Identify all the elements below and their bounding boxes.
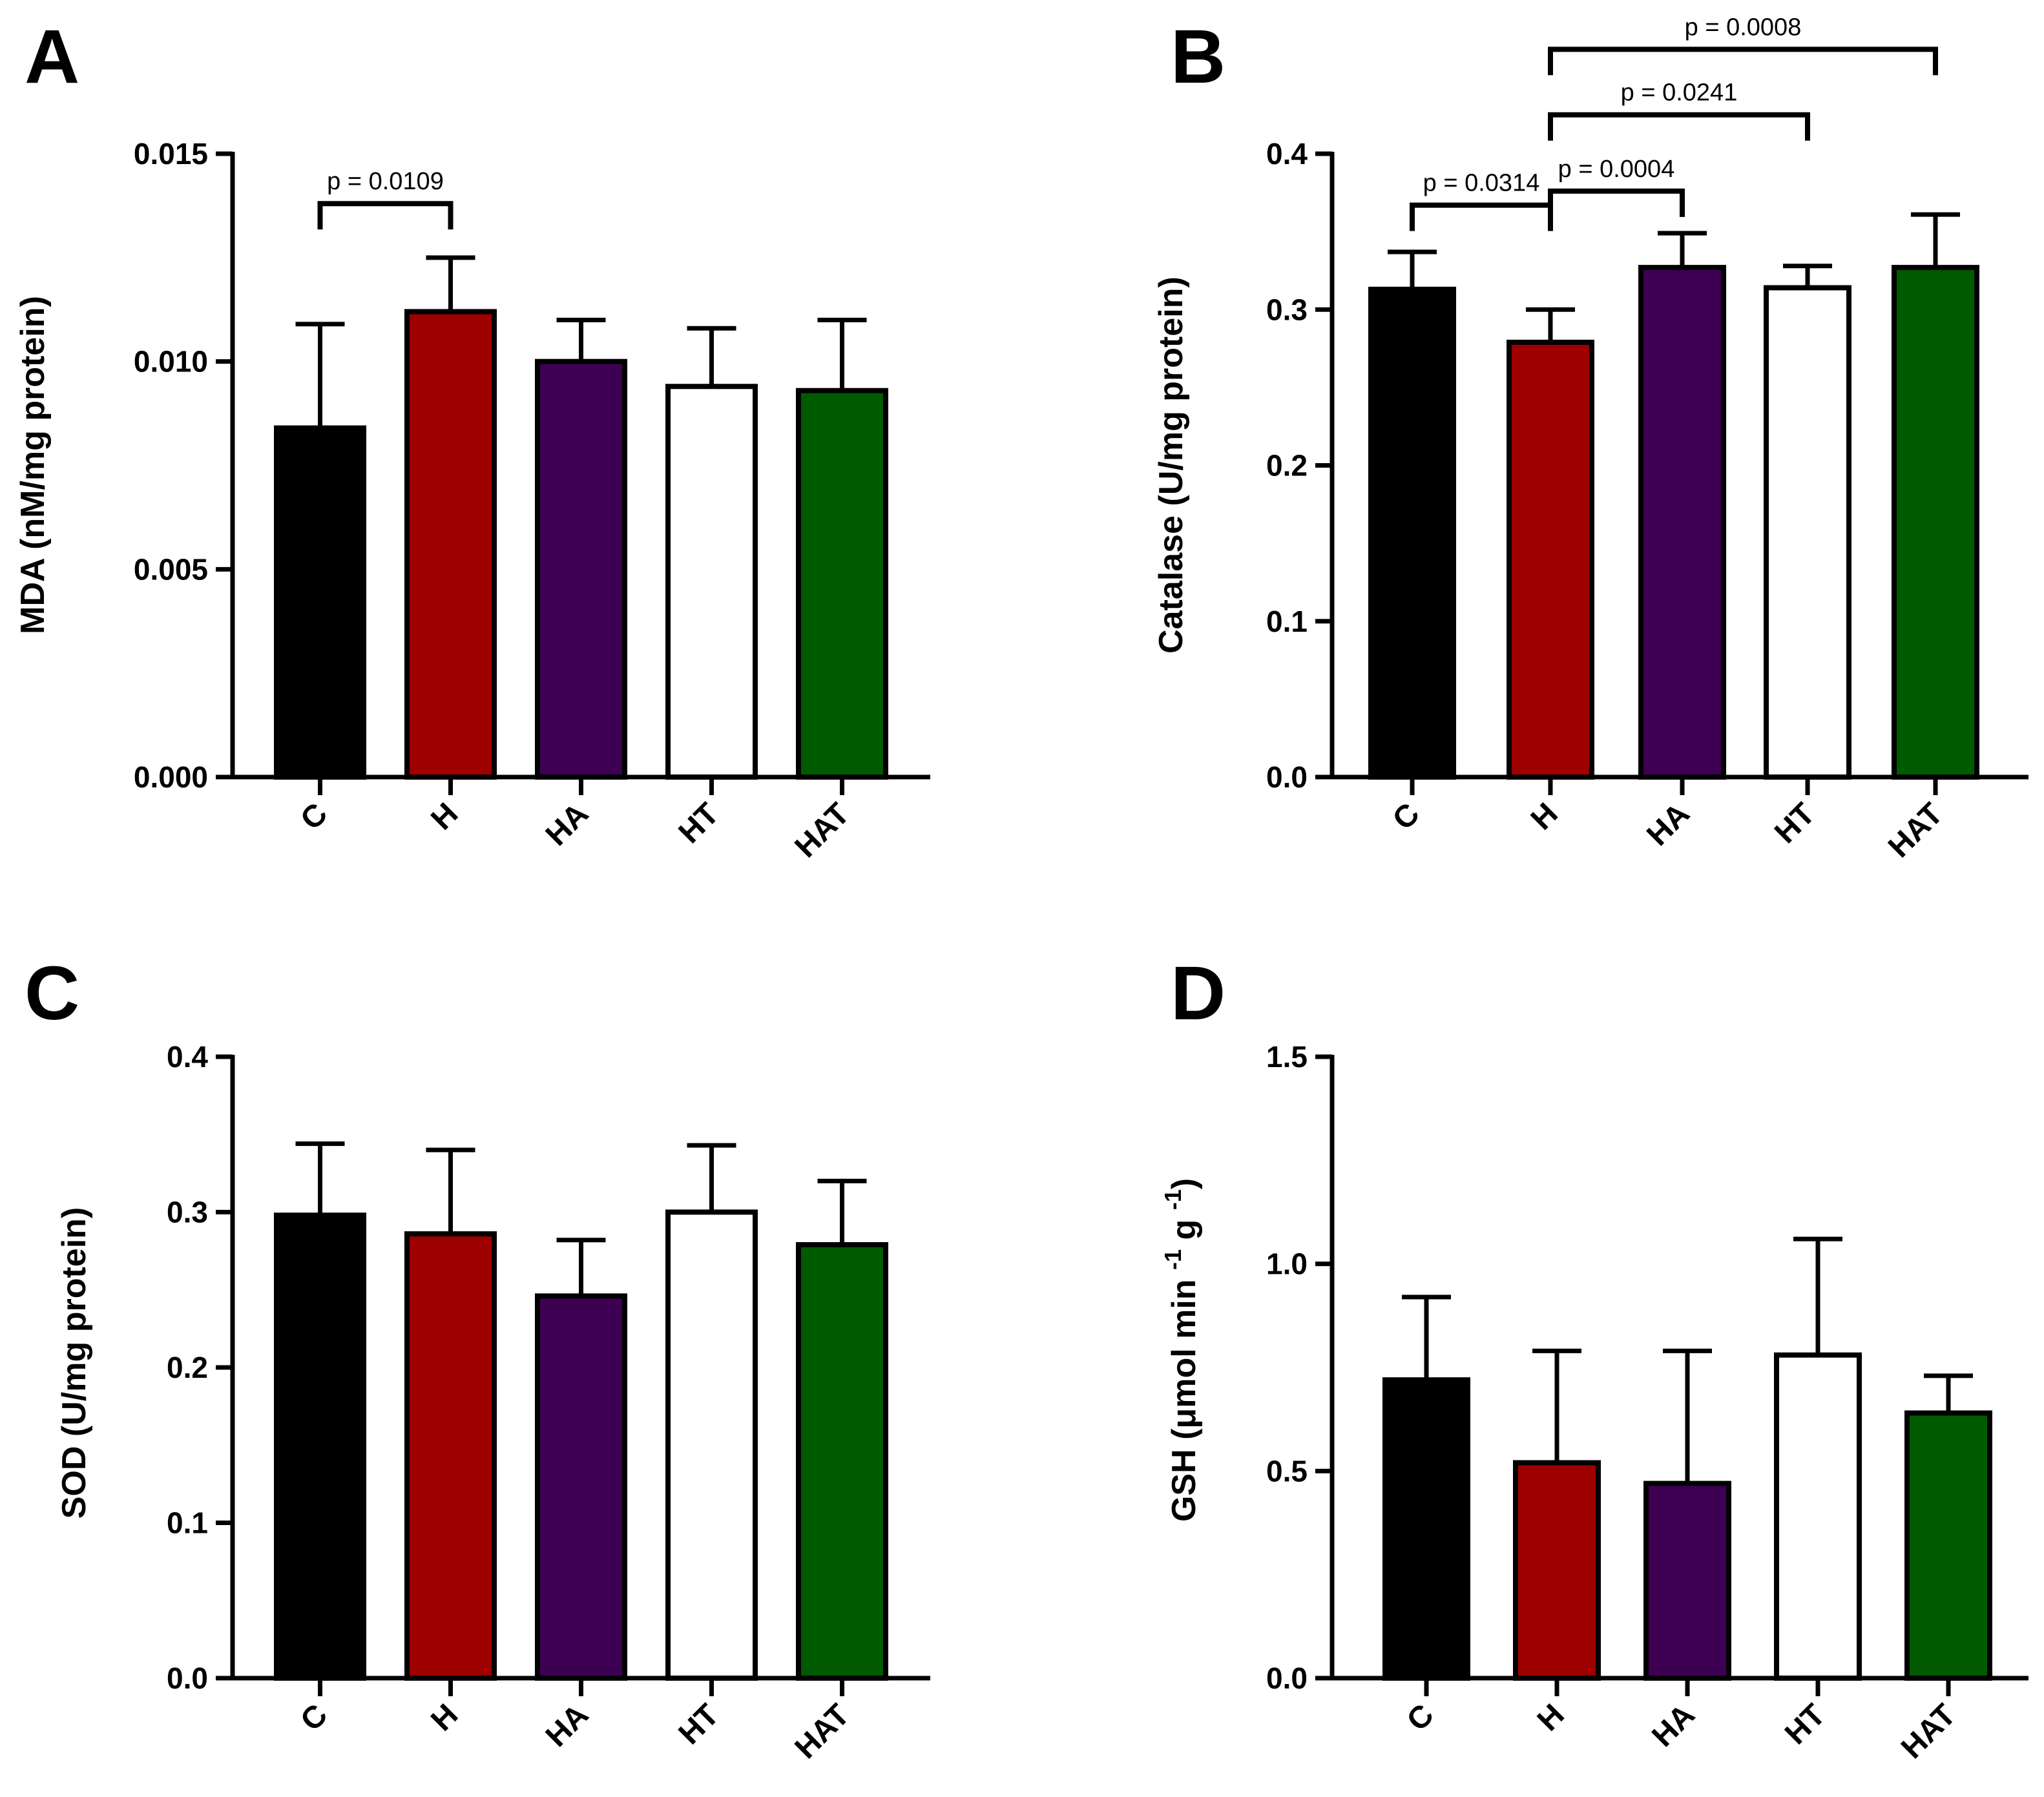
panel-b-significance-label: p = 0.0314 [1423, 170, 1540, 197]
panel-a-bar-ht [665, 384, 758, 780]
panel-a-y-tick-label: 0.000 [134, 760, 208, 794]
panel-b-bar-hat [1892, 265, 1979, 780]
panel-b-significance-label: p = 0.0241 [1621, 79, 1738, 107]
panel-a-ylabel: MDA (nM/mg protein) [14, 296, 52, 634]
panel-b-significance-bracket [1548, 47, 1938, 76]
panel-b-y-tick-label: 0.2 [1266, 449, 1308, 483]
panel-d-ylabel: GSH (μmol min -1 g -1) [1160, 1178, 1203, 1522]
panel-b-significance-label: p = 0.0008 [1685, 14, 1802, 41]
panel-c-y-tick-label: 0.4 [167, 1040, 208, 1074]
panel-d-y-tick-label: 1.0 [1266, 1247, 1308, 1281]
panel-c-bar-ha [535, 1293, 627, 1681]
panel-b-bar-ht [1764, 285, 1851, 780]
panel-d-y-tick-label: 1.5 [1266, 1040, 1308, 1074]
panel-d-y-tick-label: 0.0 [1266, 1661, 1308, 1695]
panel-c-y-tick-label: 0.3 [167, 1196, 208, 1229]
panel-d-bar-ht [1774, 1352, 1862, 1681]
panel-b-letter: B [1171, 14, 1225, 99]
panel-d-bar-h [1513, 1460, 1601, 1681]
panel-c-y-tick-label: 0.0 [167, 1661, 208, 1695]
panel-a-significance-bracket [317, 201, 454, 230]
panel-c-bar-ht [665, 1209, 758, 1681]
panel-a-bar-h [404, 309, 497, 780]
panel-c-letter: C [25, 951, 79, 1036]
panel-c-y-tick-label: 0.2 [167, 1351, 208, 1384]
panel-d-ylabel-main: GSH (μmol min [1165, 1270, 1203, 1522]
panel-b-significance-bracket [1410, 202, 1553, 231]
panel-a-bar-ha [535, 358, 627, 780]
panel-d-letter: D [1171, 951, 1225, 1036]
panel-d-y-tick-label: 0.5 [1266, 1454, 1308, 1488]
panel-a-significance-label: p = 0.0109 [327, 168, 444, 195]
panel-d-ylabel-sup1: -1 [1160, 1249, 1186, 1270]
panel-b-bar-ha [1638, 265, 1726, 780]
panel-a-letter: A [25, 14, 79, 99]
panel-d-ylabel-mid: g [1165, 1210, 1203, 1249]
panel-c-y-tick-label: 0.1 [167, 1506, 208, 1540]
panel-a-y-tick-label: 0.005 [134, 552, 208, 586]
panel-a-bar-c [274, 425, 366, 780]
panel-c-ylabel: SOD (U/mg protein) [56, 1207, 93, 1519]
panel-d-bar-hat [1904, 1410, 1992, 1681]
panel-d-ylabel-end: ) [1165, 1178, 1203, 1189]
panel-b-bar-c [1368, 286, 1456, 780]
panel-b-y-tick-label: 0.0 [1266, 760, 1308, 794]
panel-a-bar-hat [796, 388, 888, 780]
panel-b-significance-bracket [1548, 112, 1810, 141]
panel-c-plot: 0.00.10.20.30.4C H HA HT HAT [167, 1040, 930, 1765]
panel-b-y-tick-label: 0.4 [1266, 137, 1308, 171]
panel-d-bar-ha [1643, 1480, 1731, 1681]
panel-a-y-tick-label: 0.010 [134, 345, 208, 379]
panel-b-bar-h [1507, 339, 1594, 780]
panel-c-bar-c [274, 1212, 366, 1681]
panel-c-bar-hat [796, 1242, 888, 1681]
panel-a: A MDA (nM/mg protein) 0.000 0.005 0.010 0.0… [14, 14, 930, 864]
panel-c: C SOD (U/mg protein) 0.00.10.20.30.4C H HA… [25, 951, 930, 1765]
panel-b-significance-label: p = 0.0004 [1558, 156, 1675, 183]
panel-d-bar-c [1382, 1377, 1470, 1681]
panel-b-significance-bracket [1548, 188, 1685, 217]
panel-d-ylabel-sup2: -1 [1160, 1189, 1186, 1210]
panel-b-y-tick-label: 0.3 [1266, 293, 1308, 326]
panel-b: B Catalase (U/mg protein) 0.0 0.1 0.2 0.3 0.… [1152, 14, 2028, 864]
panel-a-y-tick-label: 0.015 [134, 137, 208, 171]
panel-b-y-tick-label: 0.1 [1266, 605, 1308, 638]
panel-c-bar-h [404, 1231, 497, 1681]
panel-b-ylabel: Catalase (U/mg protein) [1152, 276, 1190, 654]
